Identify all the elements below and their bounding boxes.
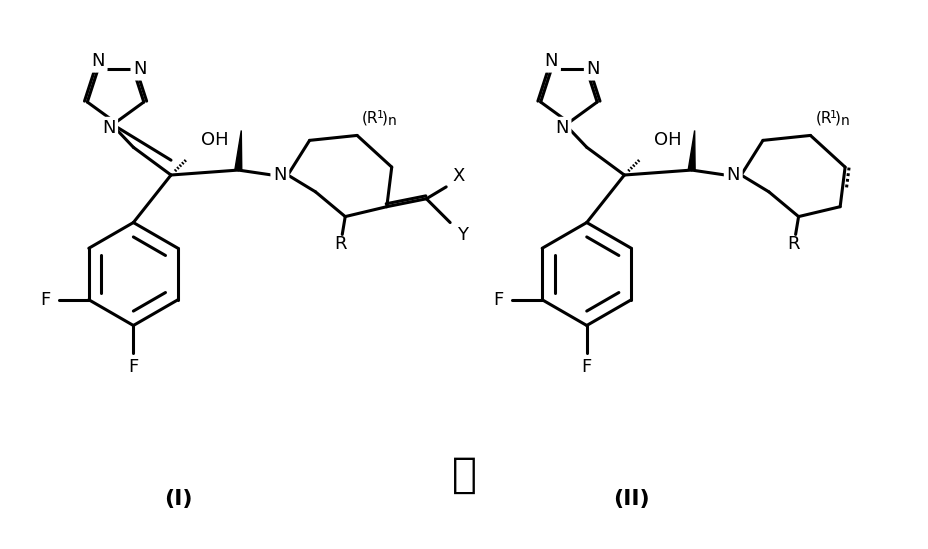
Text: 或: 或 (451, 454, 476, 496)
Text: R: R (334, 236, 346, 253)
Polygon shape (688, 131, 694, 170)
Polygon shape (235, 131, 241, 170)
Text: (R: (R (362, 110, 378, 126)
Text: F: F (128, 358, 138, 376)
Text: F: F (581, 358, 591, 376)
Text: OH: OH (200, 131, 228, 149)
Text: (I): (I) (163, 489, 192, 509)
Text: ): ) (834, 110, 840, 126)
Text: F: F (493, 291, 503, 309)
Text: R: R (787, 236, 799, 253)
Text: 1: 1 (830, 110, 836, 120)
Text: N: N (544, 52, 558, 70)
Text: N: N (133, 60, 147, 78)
Text: (R: (R (815, 110, 831, 126)
Text: Y: Y (457, 226, 468, 244)
Text: N: N (586, 60, 599, 78)
Text: (II): (II) (612, 489, 649, 509)
Text: N: N (555, 120, 568, 137)
Text: n: n (387, 114, 396, 127)
Text: N: N (102, 120, 115, 137)
Text: X: X (452, 167, 465, 185)
Text: N: N (726, 166, 740, 184)
Text: OH: OH (653, 131, 681, 149)
Text: N: N (273, 166, 287, 184)
Text: 1: 1 (377, 110, 383, 120)
Text: F: F (40, 291, 50, 309)
Text: ): ) (381, 110, 387, 126)
Text: n: n (840, 114, 849, 127)
Text: N: N (91, 52, 105, 70)
